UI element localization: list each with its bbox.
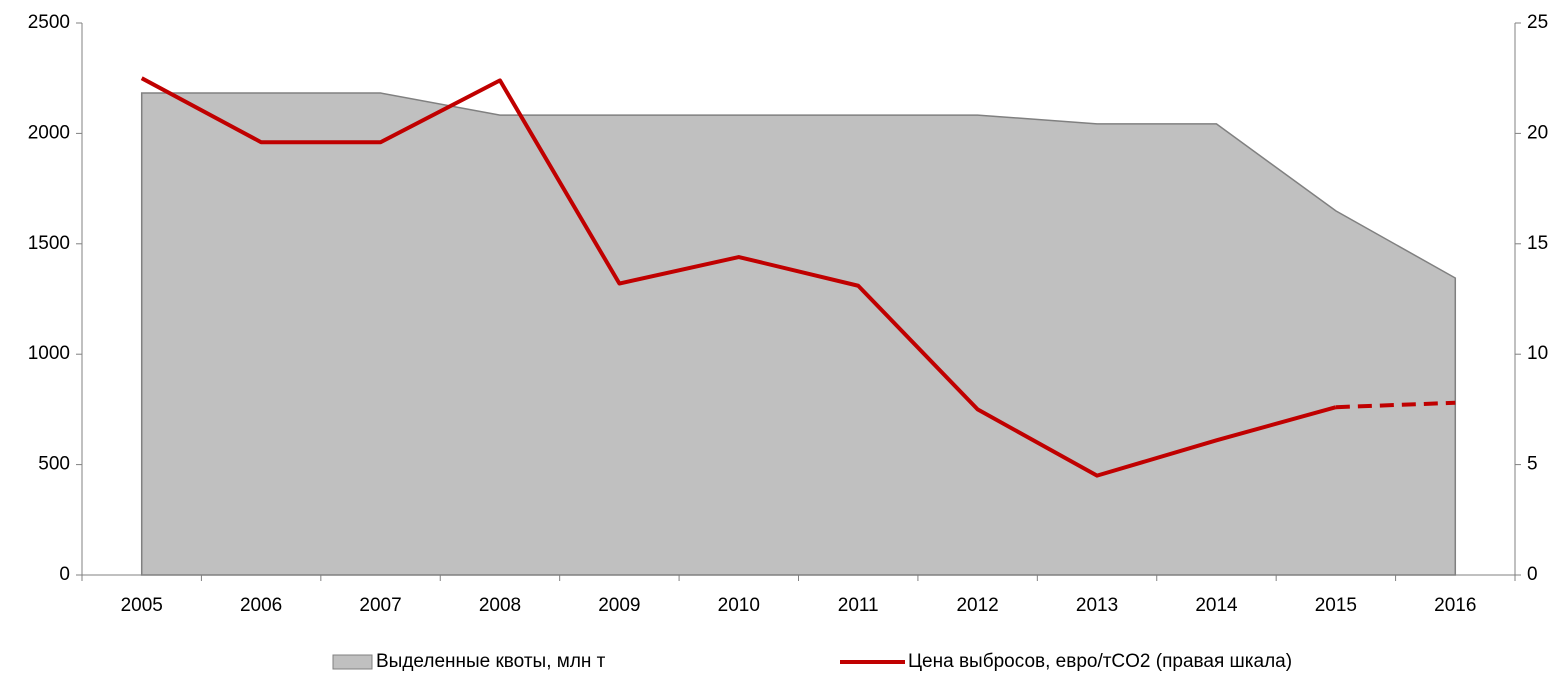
y-tick-label: 500 [38,454,70,475]
line-dashed [1335,400,1456,410]
x-tick-label: 2013 [1076,595,1118,616]
x-tick-label: 2005 [121,595,163,616]
x-tick-label: 2007 [359,595,401,616]
legend-swatch [332,654,373,670]
area [140,92,1457,576]
x-tick-label: 2015 [1315,595,1357,616]
x-tick-label: 2008 [479,595,521,616]
y-tick-label: 2500 [28,12,70,33]
line [140,76,1337,478]
y-tick-label: 1000 [28,343,70,364]
x-tick-label: 2006 [240,595,282,616]
legend-label: Цена выбросов, евро/тCO2 (правая шкала) [908,651,1292,672]
x-tick-label: 2016 [1434,595,1476,616]
y2-tick-label: 25 [1527,12,1548,33]
y2-tick-label: 20 [1527,122,1548,143]
legend-label: Выделенные квоты, млн т [376,651,606,672]
x-tick-label: 2012 [956,595,998,616]
y2-tick-label: 0 [1527,564,1538,585]
y2-tick-label: 5 [1527,454,1538,475]
x-tick-label: 2010 [718,595,760,616]
y2-tick-label: 15 [1527,233,1548,254]
y2-tick-label: 10 [1527,343,1548,364]
y-tick-label: 2000 [28,122,70,143]
x-tick-label: 2011 [838,595,879,616]
x-tick-label: 2014 [1195,595,1238,616]
y-tick-label: 1500 [28,233,70,254]
y-tick-label: 0 [59,564,70,585]
x-tick-label: 2009 [598,595,640,616]
